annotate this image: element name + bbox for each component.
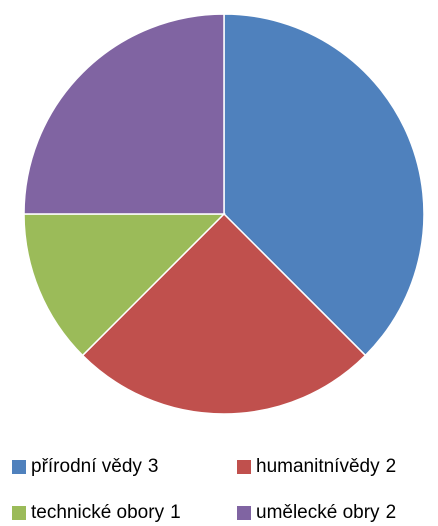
pie-slice [23, 213, 226, 357]
legend-value: 3 [148, 456, 159, 477]
legend-value: 2 [386, 502, 397, 523]
legend-label: humanitnívědy 2 [256, 456, 396, 477]
legend-category: technické obory [31, 502, 165, 523]
legend-value: 2 [386, 456, 397, 477]
legend-label: přírodní vědy 3 [31, 456, 158, 477]
legend-swatch [237, 506, 251, 520]
legend-category: humanitnívědy [256, 456, 380, 477]
legend-label: umělecké obry 2 [256, 502, 396, 523]
legend-swatch [12, 460, 26, 474]
pie-slice [23, 13, 225, 215]
pie-slice [81, 212, 367, 415]
legend-category: umělecké obry [256, 502, 380, 523]
pie-slice [223, 13, 425, 357]
legend-category: přírodní vědy [31, 456, 142, 477]
legend-swatch [12, 506, 26, 520]
legend-label: technické obory 1 [31, 502, 181, 523]
legend-value: 1 [170, 502, 181, 523]
legend-swatch [237, 460, 251, 474]
